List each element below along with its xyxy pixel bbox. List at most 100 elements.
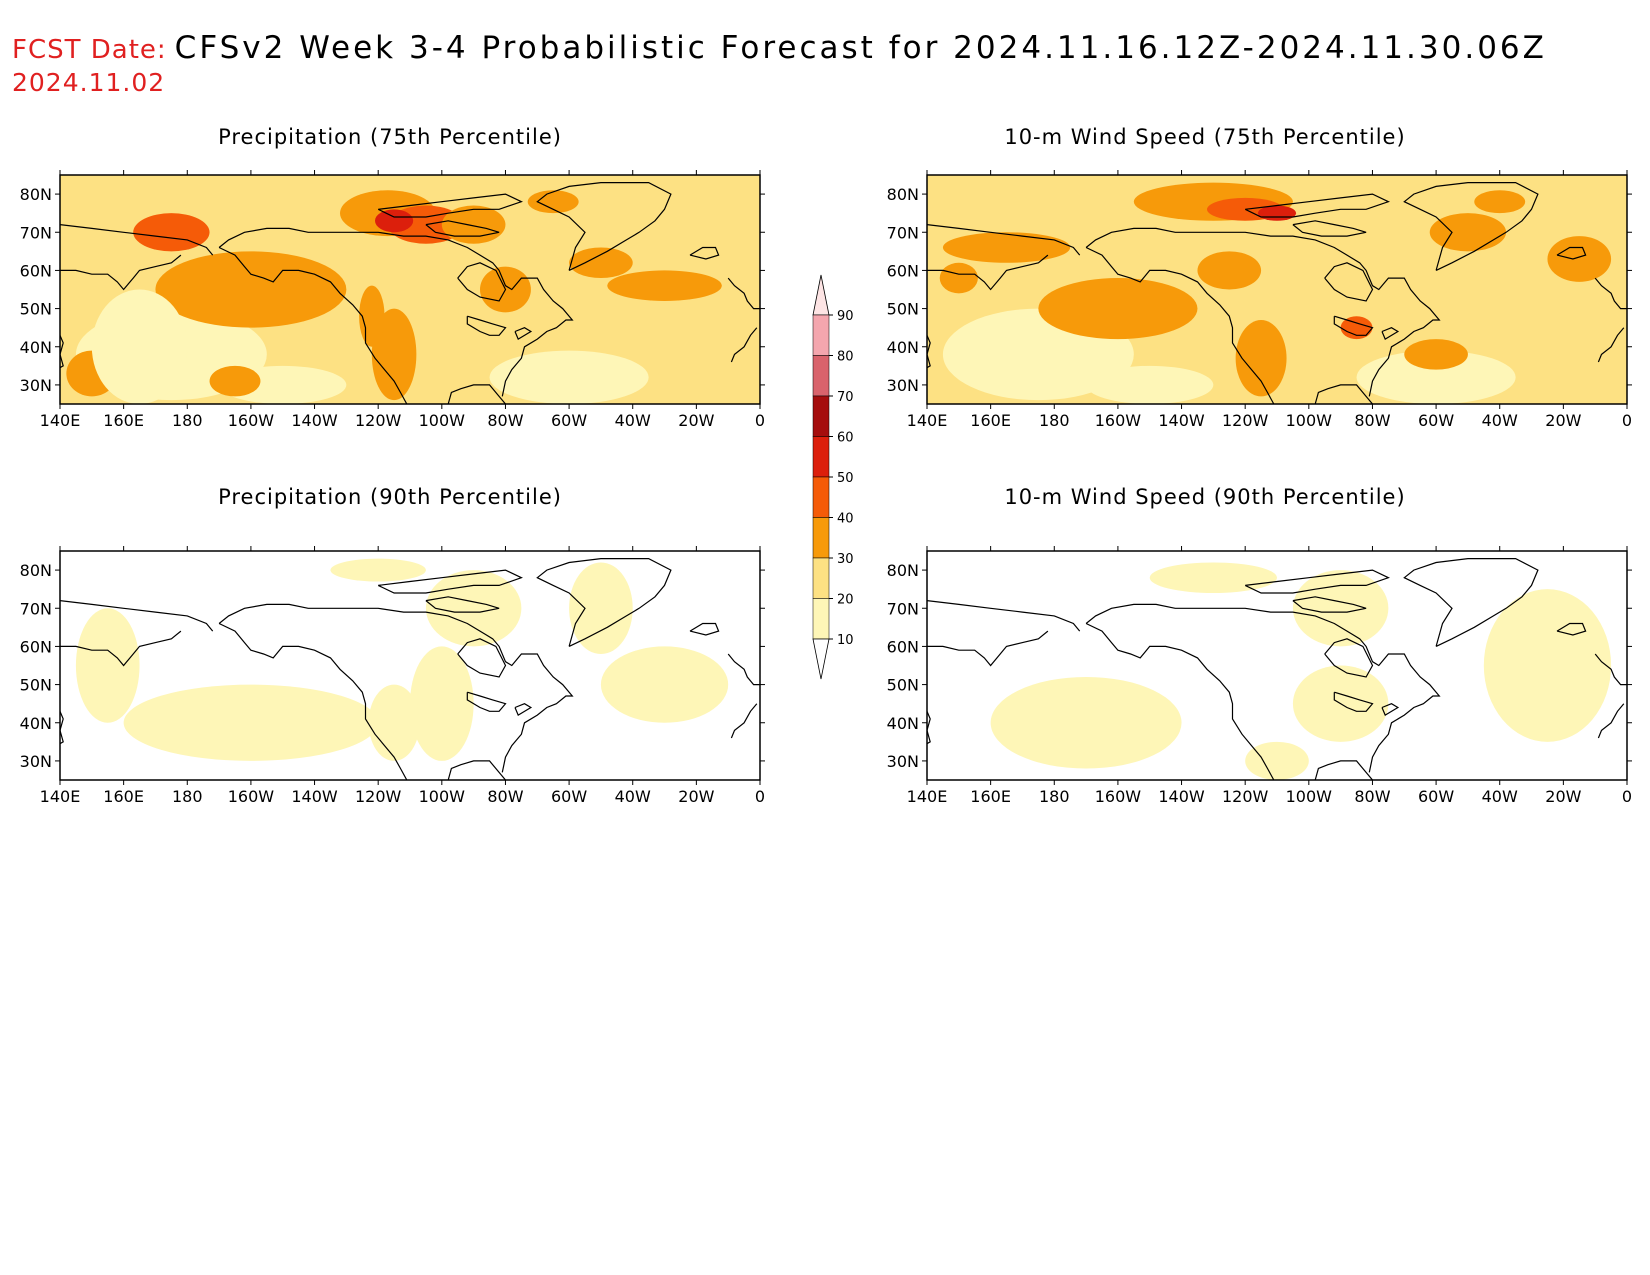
coastline	[1333, 691, 1374, 712]
coastline	[218, 622, 408, 780]
lon-label: 120W	[1222, 787, 1269, 806]
coastline	[927, 224, 1081, 256]
coastline	[60, 630, 182, 667]
lon-label: 80W	[487, 787, 523, 806]
colorbar-label: 70	[837, 390, 854, 405]
lon-label: 0	[755, 787, 765, 806]
map-panel-wind90: 140E 160E 180 160W 140W 120W 100W 80W 60W 40W 20W 0…	[887, 546, 1632, 806]
coastline	[1381, 703, 1400, 716]
colorbar-segment	[812, 557, 830, 599]
coastline	[1292, 596, 1367, 613]
lat-label: 60N	[20, 261, 52, 280]
probability-field	[939, 182, 1612, 404]
lat-label: 30N	[887, 376, 919, 395]
coastline	[689, 622, 720, 636]
contour-patch	[1356, 350, 1516, 404]
colorbar-label: 20	[837, 593, 854, 608]
lon-label: 60W	[551, 411, 587, 430]
lon-label: 140W	[1158, 411, 1205, 430]
coastline	[60, 711, 64, 745]
coastline	[1597, 703, 1625, 739]
coastline	[536, 182, 672, 271]
contour-patch	[1429, 213, 1507, 252]
coastline	[1403, 557, 1539, 647]
colorbar-label: 50	[837, 471, 854, 486]
lon-label: 180	[172, 787, 203, 806]
contour-patch	[209, 365, 261, 397]
contour-patch	[1038, 278, 1198, 340]
contour-patch	[1235, 320, 1287, 397]
coastline	[60, 335, 64, 369]
colorbar-label: 40	[837, 512, 854, 527]
lon-label: 60W	[1418, 787, 1454, 806]
contour-patch	[600, 646, 729, 723]
lon-label: 160W	[228, 411, 275, 430]
lon-label: 160E	[103, 411, 144, 430]
coastline	[1556, 622, 1587, 636]
colorbar-label: 10	[837, 633, 854, 648]
coastline	[1333, 315, 1374, 336]
colorbar-bottom-arrow	[812, 638, 830, 680]
contour-patch	[368, 684, 420, 761]
coastline	[60, 600, 214, 632]
lon-label: 100W	[419, 787, 466, 806]
contour-patch	[75, 608, 140, 723]
contour-patch	[990, 676, 1182, 769]
lat-label: 40N	[20, 714, 52, 733]
colorbar-segment	[812, 395, 830, 437]
lon-label: 60W	[551, 787, 587, 806]
coastline	[1085, 622, 1275, 780]
coastline	[689, 246, 720, 260]
coastline	[1556, 246, 1587, 260]
lat-label: 50N	[887, 676, 919, 695]
lon-label: 160W	[1095, 411, 1142, 430]
colorbar-label: 60	[837, 431, 854, 446]
lat-label: 60N	[887, 261, 919, 280]
panel-title-wind90: 10-m Wind Speed (90th Percentile)	[1004, 485, 1406, 509]
lon-label: 140W	[291, 411, 338, 430]
coastline	[218, 246, 408, 404]
coastline	[425, 220, 500, 237]
coastline	[927, 630, 1049, 667]
coastline	[730, 327, 758, 363]
coastline	[927, 600, 1081, 632]
coastline	[1292, 220, 1367, 237]
coastline	[927, 254, 1049, 291]
contour-patch	[1547, 236, 1612, 282]
lon-label: 100W	[1286, 787, 1333, 806]
colorbar-segment	[812, 314, 830, 356]
contour-patch	[942, 232, 1071, 263]
lon-label: 40W	[615, 787, 651, 806]
lat-label: 70N	[887, 223, 919, 242]
coastline	[514, 327, 533, 340]
probability-field	[990, 562, 1612, 780]
lon-label: 20W	[678, 411, 714, 430]
lon-label: 160W	[228, 787, 275, 806]
lon-label: 160E	[970, 787, 1011, 806]
coastline	[60, 254, 182, 291]
colorbar: 90 80 70 60 50 40 30 20 10	[812, 274, 854, 680]
coastline	[425, 596, 500, 613]
lon-label: 140E	[40, 787, 81, 806]
colorbar-segment	[812, 436, 830, 478]
coastlines	[927, 557, 1627, 780]
coastline	[466, 315, 507, 336]
map-panel-precip75: 140E 160E 180 160W 140W 120W 100W 80W 60W 40W 20W 0…	[20, 170, 765, 430]
coastline	[1244, 193, 1390, 218]
colorbar-label: 30	[837, 552, 854, 567]
lon-label: 160E	[970, 411, 1011, 430]
lon-label: 120W	[1222, 411, 1269, 430]
lon-label: 100W	[419, 411, 466, 430]
lat-label: 80N	[887, 561, 919, 580]
coastline	[218, 227, 574, 397]
contour-patch	[155, 251, 347, 328]
contour-patch	[569, 247, 633, 279]
lon-label: 140W	[291, 787, 338, 806]
lat-label: 30N	[20, 376, 52, 395]
coastline	[457, 638, 507, 678]
contour-patch	[1197, 251, 1262, 290]
contour-patch	[91, 289, 188, 404]
colorbar-top-arrow	[812, 274, 830, 316]
contour-patch	[527, 190, 579, 214]
lat-label: 50N	[887, 300, 919, 319]
